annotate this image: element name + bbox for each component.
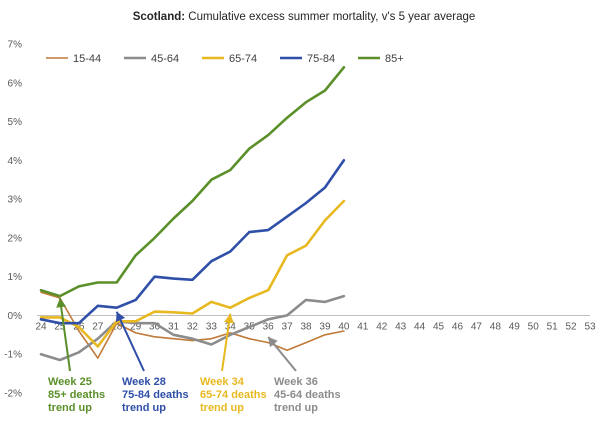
annotation-arrowhead	[56, 298, 67, 308]
chart-title: Scotland: Cumulative excess summer morta…	[133, 11, 476, 23]
x-tick-label: 29	[130, 321, 142, 332]
x-tick-label: 52	[566, 321, 578, 332]
x-tick-label: 36	[263, 321, 275, 332]
x-tick-label: 28	[111, 321, 123, 332]
legend-label: 75-84	[307, 53, 335, 65]
series-line-85+	[39, 66, 346, 298]
y-tick-label: 1%	[8, 272, 23, 283]
annotation-text: Week 28 75-84 deaths trend up	[122, 376, 189, 414]
x-tick-label: 44	[414, 321, 426, 332]
series-layer	[39, 66, 346, 362]
chart-title-bold: Scotland:	[133, 11, 185, 23]
x-tick-label: 40	[338, 321, 350, 332]
x-tick-label: 27	[92, 321, 104, 332]
x-tick-label: 38	[300, 321, 312, 332]
x-tick-label: 41	[357, 321, 369, 332]
x-tick-label: 32	[187, 321, 199, 332]
annotations: Week 25 85+ deaths trend up Week 28 75-84 de…	[48, 298, 341, 414]
y-tick-label: 6%	[8, 78, 23, 89]
x-tick-label: 50	[528, 321, 540, 332]
legend: 15-44 45-64 65-74 75-84 85+	[46, 53, 404, 65]
x-tick-label: 31	[168, 321, 180, 332]
series-line-45-64	[39, 294, 346, 362]
x-tick-label: 24	[35, 321, 47, 332]
annotation-arrow	[221, 313, 232, 372]
x-tick-label: 39	[319, 321, 331, 332]
annotation-arrow	[58, 298, 71, 372]
legend-label: 85+	[385, 53, 404, 65]
annotation-text: Week 34 65-74 deaths trend up	[200, 376, 267, 414]
x-tick-label: 47	[471, 321, 483, 332]
x-tick-label: 49	[509, 321, 521, 332]
y-tick-label: 5%	[8, 117, 23, 128]
x-tick-label: 30	[149, 321, 161, 332]
y-tick-label: -2%	[4, 389, 22, 400]
chart-title-rest: Cumulative excess summer mortality, v's …	[185, 11, 475, 23]
annotation-arrowhead	[115, 311, 126, 323]
x-tick-label: 25	[54, 321, 66, 332]
x-tick-label: 34	[225, 321, 237, 332]
x-tick-label: 37	[282, 321, 294, 332]
y-axis: -2% -1% 0% 1% 2% 3% 4% 5% 6% 7%	[4, 40, 22, 400]
x-axis: 24 25 26 27 28 29 30 31 32 33 34 35 36 37 38 39 40 41 42 43…	[35, 314, 596, 332]
x-tick-label: 51	[547, 321, 559, 332]
x-tick-label: 42	[376, 321, 388, 332]
annotation-arrowhead	[268, 336, 278, 348]
legend-label: 45-64	[151, 53, 179, 65]
x-tick-label: 46	[452, 321, 464, 332]
x-tick-label: 48	[490, 321, 502, 332]
y-tick-label: -1%	[4, 350, 22, 361]
y-tick-label: 2%	[8, 233, 23, 244]
y-tick-label: 7%	[8, 40, 23, 51]
y-tick-label: 4%	[8, 156, 23, 167]
series-line-75-84	[39, 159, 346, 325]
x-tick-label: 33	[206, 321, 218, 332]
y-tick-label: 0%	[8, 311, 23, 322]
annotation-text: Week 25 85+ deaths trend up	[48, 376, 105, 414]
annotation-arrow	[115, 311, 145, 372]
legend-label: 65-74	[229, 53, 257, 65]
legend-label: 15-44	[73, 53, 101, 65]
x-tick-label: 53	[584, 321, 596, 332]
annotation-text: Week 36 45-64 deaths trend up	[274, 376, 341, 414]
annotation-arrowhead	[224, 313, 234, 324]
y-tick-label: 3%	[8, 195, 23, 206]
series-line-15-44	[40, 291, 345, 359]
series-line-65-74	[39, 199, 346, 348]
x-tick-label: 45	[433, 321, 445, 332]
x-tick-label: 43	[395, 321, 407, 332]
